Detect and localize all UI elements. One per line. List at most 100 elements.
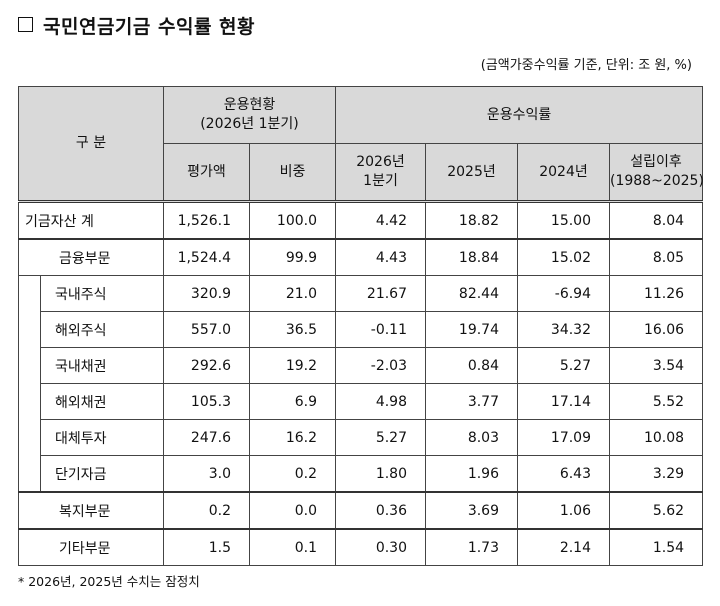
value-cell: 16.2 (249, 419, 336, 456)
value-cell: 0.30 (335, 528, 426, 566)
value-cell: 10.08 (608, 419, 704, 456)
header-col: 평가액 (163, 143, 250, 203)
table-row: 국내주식 320.9 21.0 21.67 82.44 -6.94 11.26 (18, 275, 704, 312)
value-cell: 18.82 (425, 201, 518, 240)
value-cell: 0.84 (425, 347, 518, 384)
value-cell: 1.5 (163, 528, 250, 566)
value-cell: 17.09 (517, 419, 610, 456)
value-cell: 0.1 (249, 528, 336, 566)
value-cell: 4.42 (335, 201, 426, 240)
value-cell: 557.0 (163, 311, 250, 348)
table-row: 국내채권 292.6 19.2 -2.03 0.84 5.27 3.54 (18, 347, 704, 384)
table-row: 기금자산 계 1,526.1 100.0 4.42 18.82 15.00 8.04 (18, 201, 704, 240)
value-cell: 105.3 (163, 383, 250, 420)
value-cell: 1.96 (425, 455, 518, 493)
row-label: 금융부문 (18, 238, 164, 276)
value-cell: 15.00 (517, 201, 610, 240)
value-cell: 2.14 (517, 528, 610, 566)
value-cell: 0.2 (163, 491, 250, 530)
value-cell: 19.74 (425, 311, 518, 348)
row-label: 국내주식 (40, 275, 164, 312)
indent-cell (18, 419, 41, 456)
row-label: 대체투자 (40, 419, 164, 456)
table-header: 구 분 운용현황 (2026년 1분기) 운용수익률 평가액 비중 2026년 … (18, 86, 704, 203)
value-cell: 21.0 (249, 275, 336, 312)
value-cell: 99.9 (249, 238, 336, 276)
value-cell: 18.84 (425, 238, 518, 276)
value-cell: 8.05 (608, 238, 704, 276)
value-cell: 3.77 (425, 383, 518, 420)
header-col: 비중 (249, 143, 336, 203)
row-label: 복지부문 (18, 491, 164, 530)
value-cell: 0.2 (249, 455, 336, 493)
value-cell: 82.44 (425, 275, 518, 312)
table-body: 기금자산 계 1,526.1 100.0 4.42 18.82 15.00 8.04 금융부문… (18, 201, 704, 566)
indent-cell (18, 347, 41, 384)
row-label: 해외채권 (40, 383, 164, 420)
value-cell: 100.0 (249, 201, 336, 240)
value-cell: 8.03 (425, 419, 518, 456)
indent-cell (18, 455, 41, 492)
value-cell: 11.26 (608, 275, 704, 312)
table-row: 기타부문 1.5 0.1 0.30 1.73 2.14 1.54 (18, 528, 704, 566)
value-cell: 3.54 (608, 347, 704, 384)
value-cell: 0.0 (249, 491, 336, 530)
indent-cell (18, 275, 41, 312)
value-cell: 3.29 (608, 455, 704, 493)
header-col: 2026년 1분기 (335, 143, 426, 203)
value-cell: 6.9 (249, 383, 336, 420)
value-cell: 34.32 (517, 311, 610, 348)
value-cell: 5.52 (608, 383, 704, 420)
value-cell: 1,524.4 (163, 238, 250, 276)
header-col: 설립이후 (1988~2025) (608, 143, 704, 203)
row-label: 단기자금 (40, 455, 164, 493)
table-row: 단기자금 3.0 0.2 1.80 1.96 6.43 3.29 (18, 455, 704, 493)
row-label: 해외주식 (40, 311, 164, 348)
header-col: 2025년 (425, 143, 518, 203)
header-group-status: 운용현황 (2026년 1분기) (163, 86, 336, 144)
value-cell: 1.06 (517, 491, 610, 530)
value-cell: 5.27 (517, 347, 610, 384)
value-cell: 1.54 (608, 528, 704, 566)
value-cell: 17.14 (517, 383, 610, 420)
value-cell: 0.36 (335, 491, 426, 530)
header-col: 2024년 (517, 143, 610, 203)
value-cell: 1,526.1 (163, 201, 250, 240)
table-row: 대체투자 247.6 16.2 5.27 8.03 17.09 10.08 (18, 419, 704, 456)
table-row: 복지부문 0.2 0.0 0.36 3.69 1.06 5.62 (18, 491, 704, 530)
value-cell: 4.43 (335, 238, 426, 276)
value-cell: -6.94 (517, 275, 610, 312)
indent-cell (18, 311, 41, 348)
unit-note: (금액가중수익률 기준, 단위: 조 원, %) (480, 58, 692, 73)
value-cell: 15.02 (517, 238, 610, 276)
title-text: 국민연금기금 수익률 현황 (43, 16, 256, 38)
value-cell: 3.0 (163, 455, 250, 493)
indent-cell (18, 383, 41, 420)
footnote: * 2026년, 2025년 수치는 잠정치 (18, 574, 200, 589)
returns-table: 구 분 운용현황 (2026년 1분기) 운용수익률 평가액 비중 2026년 … (18, 86, 704, 566)
value-cell: 36.5 (249, 311, 336, 348)
value-cell: 16.06 (608, 311, 704, 348)
value-cell: 292.6 (163, 347, 250, 384)
header-group-return: 운용수익률 (334, 86, 704, 144)
value-cell: 21.67 (335, 275, 426, 312)
page-title: 국민연금기금 수익률 현황 (18, 12, 255, 39)
value-cell: 4.98 (335, 383, 426, 420)
checkbox-square-icon (18, 17, 33, 32)
value-cell: -2.03 (335, 347, 426, 384)
row-label: 국내채권 (40, 347, 164, 384)
value-cell: 5.27 (335, 419, 426, 456)
value-cell: 320.9 (163, 275, 250, 312)
value-cell: 1.80 (335, 455, 426, 493)
value-cell: 247.6 (163, 419, 250, 456)
value-cell: 3.69 (425, 491, 518, 530)
value-cell: 6.43 (517, 455, 610, 493)
table-row: 해외채권 105.3 6.9 4.98 3.77 17.14 5.52 (18, 383, 704, 420)
value-cell: 8.04 (608, 201, 704, 240)
value-cell: 1.73 (425, 528, 518, 566)
row-label: 기타부문 (18, 528, 164, 566)
value-cell: 5.62 (608, 491, 704, 530)
table-row: 금융부문 1,524.4 99.9 4.43 18.84 15.02 8.05 (18, 238, 704, 276)
row-label: 기금자산 계 (18, 201, 164, 240)
table-row: 해외주식 557.0 36.5 -0.11 19.74 34.32 16.06 (18, 311, 704, 348)
